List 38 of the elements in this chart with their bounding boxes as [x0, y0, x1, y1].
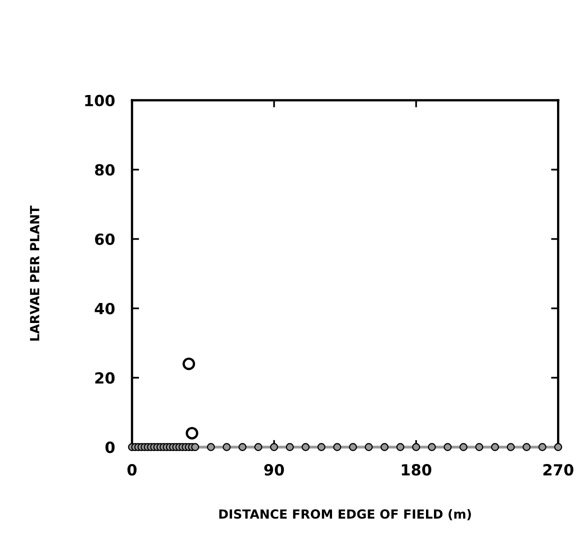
point — [191, 443, 200, 452]
point — [302, 443, 310, 452]
point — [364, 443, 373, 452]
y-tick-label: 0 — [105, 442, 115, 454]
y-tick-label: 80 — [95, 164, 115, 176]
point — [286, 443, 294, 452]
x-tick-label: 90 — [264, 464, 284, 476]
point — [317, 443, 326, 452]
y-tick-label: 40 — [94, 302, 115, 314]
y-axis-title: LARVAE PER PLANT — [30, 206, 40, 341]
point — [348, 443, 357, 452]
point — [333, 443, 342, 452]
x-tick-label: 0 — [127, 464, 137, 476]
point — [222, 443, 231, 452]
point — [206, 443, 215, 452]
point — [396, 443, 404, 452]
point — [554, 443, 562, 452]
point — [238, 443, 247, 452]
point — [428, 443, 436, 452]
x-axis-title: DISTANCE FROM EDGE OF FIELD (m) — [219, 509, 471, 520]
point — [444, 443, 452, 452]
point — [538, 443, 546, 452]
point — [412, 443, 420, 452]
x-tick-label: 270 — [543, 464, 574, 476]
y-tick-label: 20 — [95, 372, 115, 384]
point — [380, 443, 389, 452]
point — [182, 358, 196, 370]
point — [475, 443, 484, 452]
y-tick-label: 60 — [95, 233, 115, 246]
point — [522, 443, 531, 452]
point — [270, 443, 278, 452]
point — [186, 426, 198, 440]
point — [506, 443, 515, 452]
x-tick-label: 180 — [402, 464, 432, 476]
point — [490, 443, 500, 452]
y-tick-label: 100 — [85, 94, 115, 106]
point — [254, 443, 262, 452]
point — [459, 443, 468, 452]
